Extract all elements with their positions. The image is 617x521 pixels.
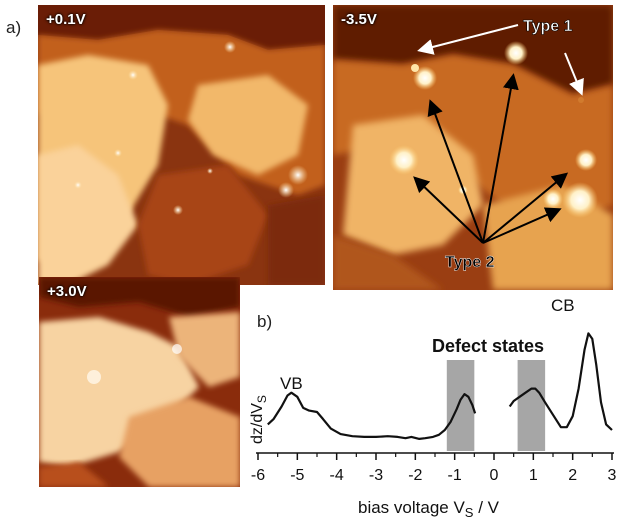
stm-texture <box>39 277 240 487</box>
bias-label: +0.1V <box>46 11 86 28</box>
stm-image-plus-0-1v: +0.1V <box>38 5 325 285</box>
x-tick-label: -3 <box>369 467 383 484</box>
bias-label: +3.0V <box>47 283 87 300</box>
x-tick-label: -4 <box>330 467 344 484</box>
defect-states-label: Defect states <box>432 336 544 356</box>
stm-image-plus-3-0v: +3.0V <box>39 277 240 487</box>
svg-text:dz/dVS: dz/dVS <box>249 395 269 444</box>
type2-arrow <box>482 207 562 244</box>
type1-arrow <box>564 52 584 96</box>
stm-texture: Type 1 Type 2 <box>333 5 613 290</box>
y-axis-label: dz/dVS <box>249 395 269 444</box>
x-tick-label: 0 <box>490 467 499 484</box>
type2-arrow <box>482 172 569 244</box>
type1-label: Type 1 <box>523 18 573 35</box>
shaded-regions <box>446 360 546 451</box>
type1-arrow <box>417 24 519 55</box>
x-tick-label: -5 <box>290 467 304 484</box>
spectrum-curve <box>267 332 613 440</box>
x-tick-label: -6 <box>251 467 265 484</box>
cb-label: CB <box>551 296 575 315</box>
x-axis-label: bias voltage VS / V <box>358 498 500 520</box>
type2-arrow <box>482 73 519 244</box>
stm-image-minus-3-5v: Type 1 Type 2 -3.5V <box>333 5 613 290</box>
bias-label: -3.5V <box>341 11 377 28</box>
type2-label: Type 2 <box>445 254 495 271</box>
x-tick-label: 2 <box>568 467 577 484</box>
panel-a-label: a) <box>6 18 22 37</box>
vb-label: VB <box>280 374 303 393</box>
x-tick-label: -1 <box>448 467 462 484</box>
x-axis-ticks: -6 -5 -4 -3 -2 -1 0 1 2 3 <box>251 453 617 484</box>
x-tick-label: 1 <box>529 467 538 484</box>
defect-state-band <box>517 360 546 451</box>
spectrum-line-segment <box>267 391 477 440</box>
x-tick-label: -2 <box>408 467 422 484</box>
stm-texture <box>38 5 325 285</box>
spectrum-line-segment <box>508 332 613 431</box>
panel-b-label: b) <box>257 312 272 331</box>
type2-arrow <box>427 99 484 244</box>
type2-arrow <box>413 176 484 244</box>
x-tick-label: 3 <box>608 467 617 484</box>
defect-state-band <box>446 360 475 451</box>
